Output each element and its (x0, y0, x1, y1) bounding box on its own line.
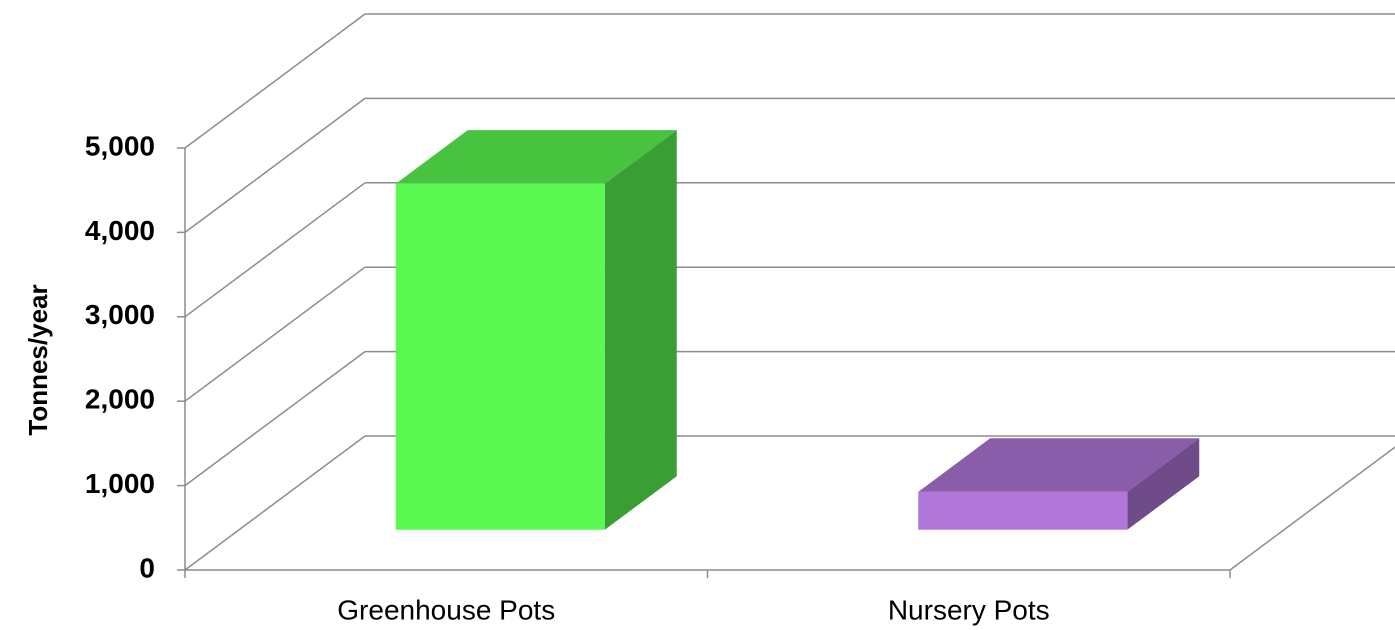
y-axis-label: Tonnes/year (23, 284, 53, 435)
y-tick-label: 3,000 (85, 299, 155, 330)
bar-side (1127, 438, 1200, 530)
bar-top (395, 130, 677, 184)
bar (918, 491, 1128, 530)
grid-line (184, 182, 366, 318)
grid-line (184, 97, 366, 234)
y-tick-label: 0 (139, 552, 155, 583)
y-tick-label: 5,000 (85, 130, 155, 161)
bar-top (918, 438, 1200, 492)
floor-edge (1229, 446, 1395, 571)
y-tick-label: 2,000 (85, 384, 155, 415)
bar-side (604, 130, 677, 530)
grid-line (184, 13, 366, 149)
y-tick-label: 1,000 (85, 468, 155, 499)
y-tick-label: 4,000 (85, 215, 155, 246)
bar (395, 183, 605, 530)
grid-line (184, 350, 366, 487)
grid-line (184, 435, 366, 571)
x-tick-label: Nursery Pots (888, 594, 1050, 625)
grid-line (184, 266, 366, 402)
x-tick-label: Greenhouse Pots (337, 594, 555, 625)
